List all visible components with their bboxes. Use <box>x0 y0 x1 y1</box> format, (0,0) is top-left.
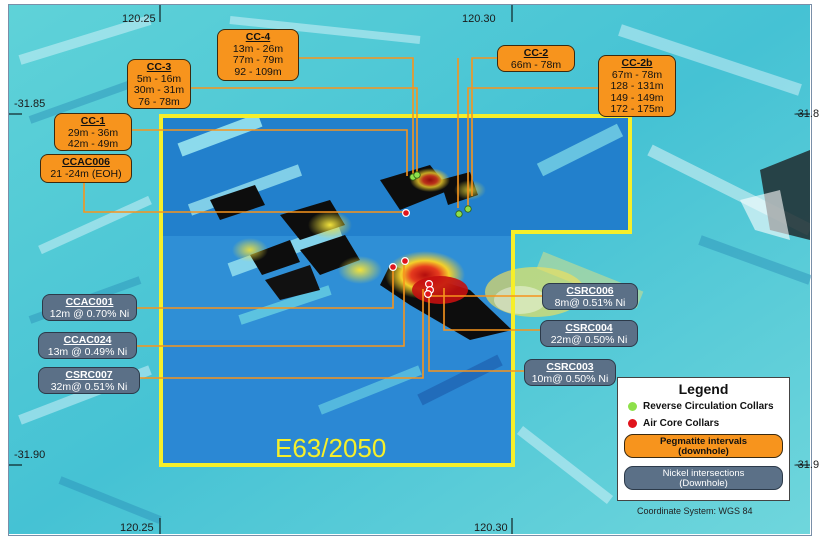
label-cc-2b-line: 128 - 131m <box>610 80 664 92</box>
label-csrc003: CSRC003 10m@ 0.50% Ni <box>524 359 616 386</box>
label-cc-4-id: CC-4 <box>245 31 271 43</box>
ac-collars <box>389 209 435 299</box>
label-csrc007-line: 32m@ 0.51% Ni <box>50 380 128 393</box>
ac-collar <box>424 290 433 299</box>
dark-corner-feature <box>740 150 810 240</box>
lat-label-left-1: -31.85 <box>14 98 46 110</box>
rc-collar <box>464 205 472 213</box>
label-cc-2-line: 66m - 78m <box>510 58 562 71</box>
lon-label-top-2: 120.30 <box>462 13 496 25</box>
label-cc-3-line: 30m - 31m <box>133 84 185 96</box>
label-csrc007-id: CSRC007 <box>65 369 113 381</box>
lat-label-left-2: -31.90 <box>14 449 46 461</box>
label-cc-2: CC-2 66m - 78m <box>497 45 575 72</box>
label-cc-1-line: 42m - 49m <box>67 138 119 150</box>
lon-label-top-1: 120.25 <box>122 13 156 25</box>
label-csrc007: CSRC007 32m@ 0.51% Ni <box>38 367 140 394</box>
rc-collar <box>413 171 421 179</box>
legend-ac-row: Air Core Collars <box>628 418 719 429</box>
leader-lines <box>83 57 598 379</box>
legend-pegmatite-box: Pegmatite intervals (downhole) <box>624 434 783 458</box>
legend-rc-row: Reverse Circulation Collars <box>628 401 774 412</box>
tenement-label: E63/2050 <box>275 433 387 463</box>
label-ccac001: CCAC001 12m @ 0.70% Ni <box>42 294 137 321</box>
label-csrc006: CSRC006 8m@ 0.51% Ni <box>542 283 638 310</box>
label-csrc004-id: CSRC004 <box>565 322 613 334</box>
label-csrc006-line: 8m@ 0.51% Ni <box>554 296 626 309</box>
legend-title: Legend <box>678 381 729 397</box>
lat-label-right-1: -31.8 <box>794 108 820 120</box>
ac-collar <box>402 209 411 218</box>
label-cc-2b-id: CC-2b <box>621 57 653 69</box>
lat-label-right-2: -31.9 <box>794 459 820 471</box>
legend: Legend Reverse Circulation Collars Air C… <box>617 377 790 501</box>
label-cc-4-line: 92 - 109m <box>234 65 282 78</box>
lon-label-bottom-1: 120.25 <box>120 522 154 534</box>
ac-collar <box>389 263 398 272</box>
label-ccac006-id: CCAC006 <box>62 156 110 168</box>
label-cc-1-line: 29m - 36m <box>67 126 119 139</box>
label-csrc004-line: 22m@ 0.50% Ni <box>550 333 628 346</box>
label-csrc004: CSRC004 22m@ 0.50% Ni <box>540 320 638 347</box>
label-cc-4: CC-4 13m - 26m 77m - 79m 92 - 109m <box>217 29 299 81</box>
rc-collars <box>409 171 472 218</box>
label-ccac006-line: 21 -24m (EOH) <box>50 167 122 180</box>
label-cc-3-line: 76 - 78m <box>138 95 180 108</box>
tenement-interior <box>161 116 630 465</box>
label-cc-2-id: CC-2 <box>523 47 549 59</box>
ac-collar <box>401 257 410 266</box>
label-cc-3: CC-3 5m - 16m 30m - 31m 76 - 78m <box>127 59 191 109</box>
label-cc-1: CC-1 29m - 36m 42m - 49m <box>54 113 132 151</box>
label-ccac024-id: CCAC024 <box>63 334 112 346</box>
coordinate-system-label: Coordinate System: WGS 84 <box>637 506 753 516</box>
label-cc-2b-line: 67m - 78m <box>611 68 663 81</box>
label-cc-2b-line: 149 - 149m <box>610 91 664 104</box>
label-csrc003-id: CSRC003 <box>546 361 594 373</box>
label-ccac024: CCAC024 13m @ 0.49% Ni <box>38 332 137 359</box>
label-ccac024-line: 13m @ 0.49% Ni <box>47 345 128 358</box>
label-ccac006: CCAC006 21 -24m (EOH) <box>40 154 132 183</box>
label-csrc003-line: 10m@ 0.50% Ni <box>531 372 609 385</box>
label-ccac001-line: 12m @ 0.70% Ni <box>49 307 130 320</box>
lon-label-bottom-2: 120.30 <box>474 522 508 534</box>
label-cc-4-line: 13m - 26m <box>232 42 284 55</box>
legend-nickel-box: Nickel intersections (Downhole) <box>624 466 783 490</box>
label-cc-4-line: 77m - 79m <box>232 54 284 66</box>
label-cc-3-line: 5m - 16m <box>136 72 182 85</box>
ac-collar-icon <box>628 418 637 428</box>
label-cc-3-id: CC-3 <box>146 61 172 73</box>
label-cc-2b: CC-2b 67m - 78m 128 - 131m 149 - 149m 17… <box>598 55 676 117</box>
legend-rc-label: Reverse Circulation Collars <box>643 401 774 412</box>
label-cc-2b-line: 172 - 175m <box>610 103 664 115</box>
rc-collar-icon <box>628 401 637 411</box>
label-csrc006-id: CSRC006 <box>566 285 614 297</box>
label-ccac001-id: CCAC001 <box>65 296 114 308</box>
legend-ac-label: Air Core Collars <box>643 418 720 429</box>
map-frame <box>8 4 812 536</box>
label-cc-1-id: CC-1 <box>80 115 106 127</box>
rc-collar <box>455 210 463 218</box>
